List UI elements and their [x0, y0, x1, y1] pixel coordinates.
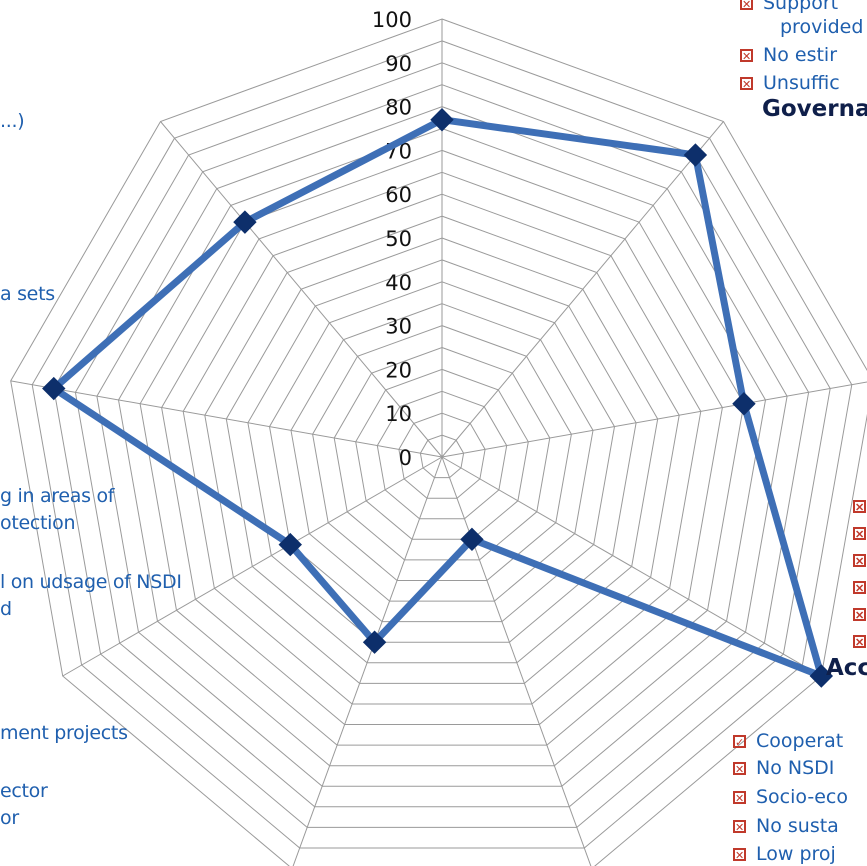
data-point-marker: [362, 630, 387, 654]
legend-top-item-2: provided: [780, 16, 864, 38]
left-label-5: l on udsage of NSDI: [0, 571, 182, 593]
data-point-marker: [809, 664, 834, 688]
checkbox-unchecked-icon: [853, 554, 866, 567]
grid-ring: [376, 390, 508, 520]
r-tick-label: 0: [399, 446, 412, 470]
grid-ring: [268, 281, 616, 623]
grid-ring: [182, 193, 702, 705]
grid-ring: [53, 62, 831, 828]
checkbox-unchecked-icon: [740, 0, 753, 10]
checkbox-unchecked-icon: [853, 581, 866, 594]
legend-top-item-3: No estir: [740, 44, 837, 66]
axis-spoke: [62, 456, 443, 677]
grid-ring: [31, 40, 853, 849]
series-line: [50, 116, 825, 680]
r-tick-label: 40: [385, 271, 412, 295]
grid-ring: [161, 171, 723, 725]
axis-spoke: [441, 381, 867, 458]
legend-bottom-item-5: Low proj: [733, 843, 836, 865]
left-label-9: or: [0, 807, 19, 829]
axis-spoke: [441, 456, 822, 677]
grid-ring: [10, 18, 867, 866]
data-point-marker: [233, 210, 257, 234]
grid-ring: [333, 346, 551, 561]
r-tick-label: 20: [385, 358, 412, 382]
grid-ring: [398, 412, 486, 499]
data-point-marker: [732, 392, 756, 416]
axis-spoke: [10, 380, 443, 458]
checkbox-unchecked-icon: [853, 608, 866, 621]
axis-spoke: [292, 456, 443, 866]
grid-ring: [355, 368, 529, 540]
r-tick-label: 30: [385, 315, 412, 339]
left-label-6: d: [0, 598, 12, 620]
legend-bottom-item-3: Socio-eco: [733, 786, 848, 808]
grid-ring: [419, 434, 465, 479]
left-label-8: ector: [0, 780, 48, 802]
r-tick-label: 90: [385, 52, 412, 76]
checkbox-unchecked-icon: [853, 500, 866, 513]
checkbox-unchecked-icon: [740, 77, 753, 90]
grid-ring: [96, 106, 788, 787]
legend-bottom-item-2: No NSDI: [733, 757, 834, 779]
axis-spoke: [441, 121, 724, 458]
left-label-3: g in areas of: [0, 485, 115, 507]
data-point-marker: [42, 376, 66, 401]
r-tick-label: 10: [385, 402, 412, 426]
axis-spoke: [441, 456, 592, 866]
data-point-marker: [278, 532, 302, 557]
grid-ring: [247, 259, 637, 643]
grid-ring: [74, 84, 810, 808]
r-tick-label: 60: [385, 183, 412, 207]
left-label-2: a sets: [0, 283, 55, 305]
checkbox-unchecked-icon: [733, 820, 746, 833]
grid-ring: [312, 325, 572, 581]
data-point-marker: [683, 143, 708, 167]
grid-ring: [225, 237, 659, 664]
legend-bottom-item-1: Cooperat: [733, 730, 843, 752]
access-heading: Acc: [826, 655, 867, 681]
grid-ring: [117, 127, 767, 767]
checkbox-unchecked-icon: [733, 848, 746, 861]
left-label-4: otection: [0, 512, 76, 534]
data-point-marker: [460, 527, 484, 552]
left-label-7: ment projects: [0, 722, 128, 744]
data-point-marker: [430, 108, 454, 132]
grid-ring: [290, 303, 594, 602]
r-tick-label: 80: [385, 96, 412, 120]
governance-heading: Governa: [762, 96, 867, 122]
checkbox-unchecked-icon: [733, 791, 746, 804]
checkbox-unchecked-icon: [740, 49, 753, 62]
checkbox-checked-icon: [733, 735, 746, 748]
grid-ring: [139, 149, 745, 746]
checkbox-unchecked-icon: [733, 762, 746, 775]
axis-spoke: [160, 121, 443, 458]
r-tick-label: 50: [385, 227, 412, 251]
left-label-1: ...): [0, 110, 25, 132]
checkbox-unchecked-icon: [853, 635, 866, 648]
legend-top-item-4: Unsuffic: [740, 72, 840, 94]
r-tick-label: 100: [372, 8, 412, 32]
legend-top-item-1: Support: [740, 0, 838, 14]
grid-ring: [204, 215, 680, 684]
legend-bottom-item-4: No susta: [733, 815, 839, 837]
checkbox-unchecked-icon: [853, 527, 866, 540]
